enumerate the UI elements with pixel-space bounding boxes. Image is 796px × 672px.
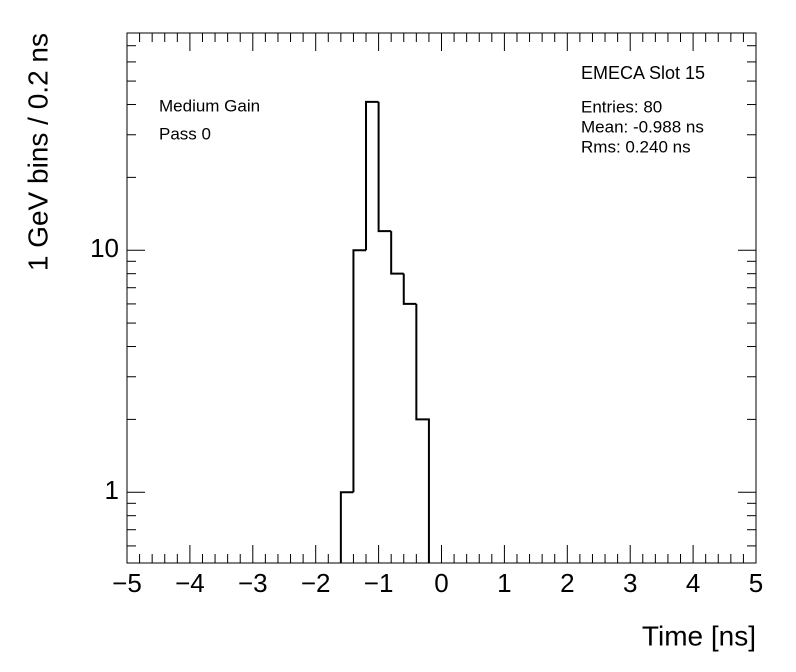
histogram-bin	[352, 249, 367, 493]
annotation: Pass 0	[159, 124, 211, 143]
histogram-bin	[365, 100, 379, 251]
x-tick-label: −4	[175, 568, 205, 598]
stats-line: Mean: -0.988 ns	[581, 117, 704, 136]
stats-line: Entries: 80	[581, 97, 662, 116]
y-axis-title: 1 GeV bins / 0.2 ns	[22, 33, 53, 271]
histogram-bin	[339, 491, 354, 563]
y-tick-label: 10	[90, 233, 119, 263]
x-tick-label: 3	[623, 568, 637, 598]
x-tick-label: −3	[238, 568, 268, 598]
stats-title: EMECA Slot 15	[581, 63, 705, 83]
histogram-bin	[390, 231, 404, 275]
x-tick-label: −1	[364, 568, 394, 598]
histogram-bin	[415, 303, 430, 563]
x-tick-label: 5	[749, 568, 763, 598]
histogram-bin	[377, 101, 392, 233]
x-tick-label: 2	[560, 568, 574, 598]
x-axis-title: Time [ns]	[642, 620, 756, 651]
x-tick-label: 0	[434, 568, 448, 598]
annotation: Medium Gain	[159, 96, 260, 115]
y-tick-label: 1	[105, 475, 119, 505]
x-tick-label: −2	[301, 568, 331, 598]
histogram-bin	[402, 273, 417, 305]
stats-line: Rms: 0.240 ns	[581, 137, 691, 156]
x-tick-label: −5	[112, 568, 142, 598]
x-tick-label: 4	[686, 568, 700, 598]
x-tick-label: 1	[497, 568, 511, 598]
